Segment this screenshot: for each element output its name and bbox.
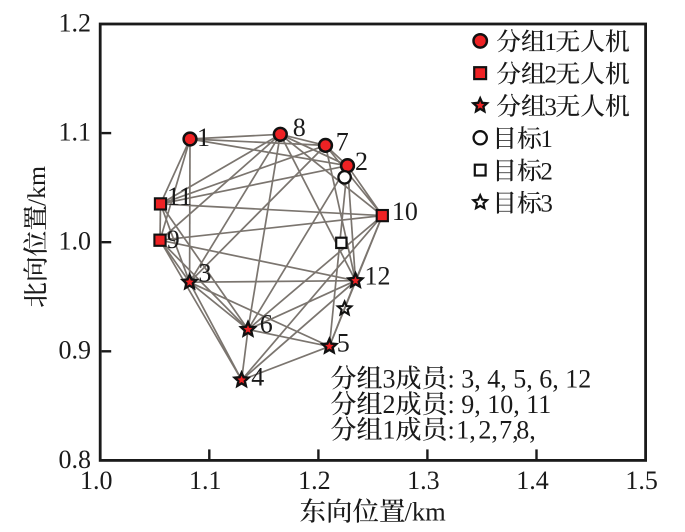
svg-text:1,: 1, <box>456 416 476 445</box>
svg-text:1.2: 1.2 <box>59 8 92 37</box>
svg-text:1: 1 <box>544 29 557 56</box>
svg-text:2: 2 <box>540 158 553 185</box>
svg-text:1.3: 1.3 <box>407 466 440 495</box>
svg-text:1.4: 1.4 <box>516 466 549 495</box>
svg-text:1: 1 <box>540 126 553 153</box>
svg-text:1.5: 1.5 <box>625 466 658 495</box>
svg-text:8: 8 <box>293 113 306 142</box>
svg-text:5: 5 <box>337 329 350 358</box>
svg-text::: : <box>448 416 455 445</box>
svg-text:1.1: 1.1 <box>59 118 92 147</box>
svg-text:12: 12 <box>365 262 391 291</box>
svg-text:: 3, 4, 5, 6, 12: : 3, 4, 5, 6, 12 <box>448 364 592 393</box>
svg-text:6: 6 <box>260 310 273 339</box>
svg-text:3: 3 <box>383 364 396 393</box>
svg-text:: 9, 10, 11: : 9, 10, 11 <box>448 390 552 419</box>
svg-text:3: 3 <box>199 259 212 288</box>
svg-text:11: 11 <box>167 182 192 211</box>
svg-text:1.1: 1.1 <box>189 466 222 495</box>
svg-text:/km: /km <box>22 166 51 206</box>
svg-text:7: 7 <box>336 127 349 156</box>
svg-text:1: 1 <box>383 416 396 445</box>
svg-text:8,: 8, <box>516 416 536 445</box>
svg-text:0.8: 0.8 <box>59 445 92 474</box>
svg-text:2: 2 <box>544 62 557 89</box>
svg-text:3: 3 <box>540 191 553 218</box>
svg-text:1: 1 <box>197 123 210 152</box>
svg-text:1.0: 1.0 <box>80 466 113 495</box>
svg-text:4: 4 <box>251 363 264 392</box>
svg-text:9: 9 <box>167 225 180 254</box>
svg-text:10: 10 <box>392 197 418 226</box>
svg-text:1.0: 1.0 <box>59 227 92 256</box>
svg-text:3: 3 <box>544 94 557 121</box>
svg-text:/km: /km <box>405 497 447 527</box>
svg-text:2,: 2, <box>478 416 498 445</box>
svg-text:2: 2 <box>383 390 396 419</box>
svg-text:7,: 7, <box>499 416 518 445</box>
svg-text:1.2: 1.2 <box>298 466 331 495</box>
svg-text:0.9: 0.9 <box>59 336 92 365</box>
svg-text:2: 2 <box>355 147 368 176</box>
